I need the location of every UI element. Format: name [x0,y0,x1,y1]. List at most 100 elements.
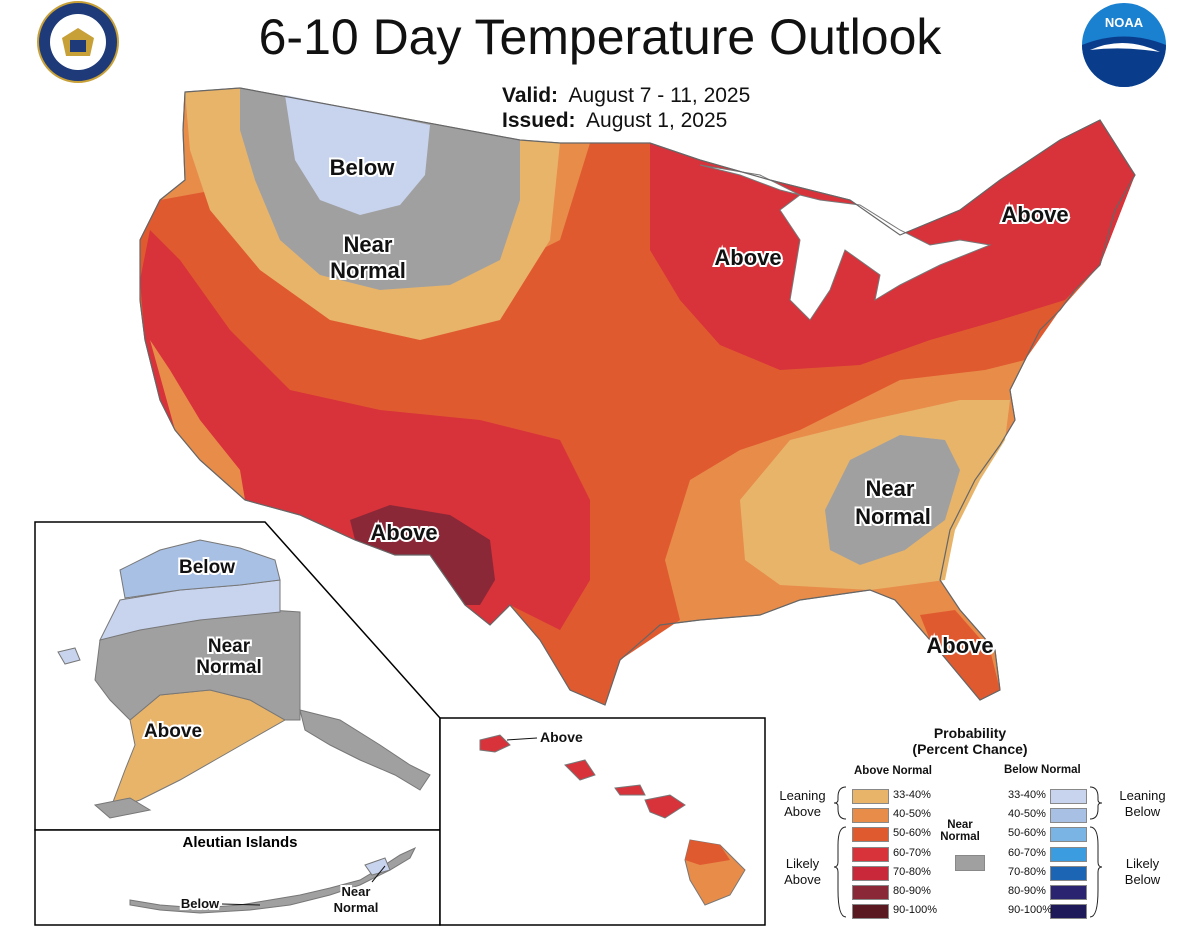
legend-likely-above: Likely Above [770,856,835,888]
below-swatch-0 [1050,789,1087,804]
above-swatch-label-5: 80-90% [893,885,931,897]
legend-near-head: Near Normal [940,819,980,843]
below-swatch-label-2: 50-60% [1008,827,1046,840]
legend-near-swatch [955,855,985,871]
alaska-panhandle [299,709,431,791]
aleutian-below-islands [364,857,391,876]
issued-line: Issued: August 1, 2025 [502,109,727,133]
valid-label: Valid: [502,84,559,107]
legend-likely-below: Likely Below [1110,856,1175,888]
label-aleutian-near-2: Normal [334,900,379,915]
zone-below-north [285,95,430,215]
valid-line: Valid: August 7 - 11, 2025 [502,84,750,108]
above-swatch-label-6: 90-100% [893,904,938,917]
label-above-southwest: Above [370,520,437,545]
label-near-north-2: Normal [330,258,406,283]
label-alaska-below: Below [179,557,235,578]
legend-below-head: Below Normal [1004,764,1081,776]
hawaii-above-pointer [506,737,538,741]
label-aleutian-below: Below [181,896,220,911]
alaska-island [57,647,81,665]
label-near-north-1: Near [344,232,393,257]
great-lakes [699,164,992,321]
leaning-above-1: Leaning [779,788,826,803]
legend-leaning-below: Leaning Below [1110,788,1175,820]
aleutian-below-pointer [221,903,261,906]
label-above-florida: Above [926,633,993,658]
above-swatch-5 [852,885,889,900]
below-swatch-6 [1050,904,1087,920]
label-below-north: Below [330,155,396,180]
label-above-greatlakes: Above [714,245,781,270]
below-swatch-5 [1050,885,1087,900]
likely-above-2: Above [784,872,821,887]
above-swatch-label-2: 50-60% [893,827,931,840]
below-swatch-1 [1050,808,1087,824]
legend-above-head: Above Normal [854,765,932,777]
page-title: 6-10 Day Temperature Outlook [258,9,942,65]
above-swatch-label-1: 40-50% [893,808,931,821]
legend-title-line1: Probability [933,725,1007,741]
brace-likely-below [1089,826,1103,918]
alaska-below [119,539,281,599]
legend-leaning-above: Leaning Above [770,788,835,820]
likely-below-2: Below [1124,872,1161,887]
brace-likely-above [833,826,847,918]
aleutian-chain [129,846,417,914]
issued-value: August 1, 2025 [586,109,728,132]
hawaii-molokai [614,784,646,796]
zone-near-normal-southeast [825,435,960,565]
label-alaska-near-1: Near [208,636,251,657]
commerce-seal [37,1,119,83]
label-near-southeast-1: Near [866,476,915,501]
below-swatch-label-3: 60-70% [1008,846,1046,859]
zone-above-60-70-southwest [140,230,590,630]
label-aleutian-near-1: Near [342,884,371,899]
hawaii-big-island-north [685,840,730,865]
likely-below-1: Likely [1125,856,1160,871]
legend-near-line2: Normal [940,831,980,843]
label-above-northeast: Above [1001,202,1068,227]
valid-value: August 7 - 11, 2025 [568,84,751,107]
legend-title: Probability (Percent Chance) [890,725,1050,757]
zone-above-50-60-florida [920,610,1000,700]
likely-above-1: Likely [785,856,820,871]
noaa-logo: NOAA [1082,3,1166,87]
above-swatch-1 [852,808,889,824]
conus-border [139,87,1136,706]
label-alaska-above: Above [144,721,202,742]
legend-near-line1: Near [947,819,973,831]
label-alaska-near-2: Normal [196,657,261,678]
legend-title-line2: (Percent Chance) [912,741,1028,757]
below-swatch-3 [1050,846,1087,862]
leaning-below-1: Leaning [1119,788,1166,803]
leaning-above-2: Above [784,804,821,819]
svg-text:NOAA: NOAA [1105,15,1144,30]
below-swatch-4 [1050,865,1087,881]
above-swatch-4 [852,865,889,881]
hawaii-oahu [564,759,596,781]
alaska-island [93,797,152,819]
above-swatch-0 [852,789,889,804]
above-swatch-3 [852,846,889,862]
zone-above-40-50-socal [150,340,245,500]
hawaii-kauai [479,734,511,753]
below-swatch-label-5: 80-90% [1008,885,1046,897]
brace-leaning-above [833,786,847,820]
label-near-southeast-2: Normal [855,504,931,529]
label-aleutian-title: Aleutian Islands [182,834,297,851]
below-swatch-label-1: 40-50% [1008,808,1046,821]
above-swatch-2 [852,827,889,843]
label-hawaii-above: Above [540,729,583,745]
above-swatch-label-0: 33-40% [893,789,931,801]
below-swatch-label-4: 70-80% [1008,865,1046,878]
aleutian-near-pointer [371,865,386,883]
above-swatch-6 [852,904,889,920]
below-swatch-label-0: 33-40% [1008,789,1046,801]
issued-label: Issued: [502,109,576,132]
brace-leaning-below [1089,786,1103,820]
above-swatch-label-4: 70-80% [893,865,931,878]
leaning-below-2: Below [1124,804,1161,819]
